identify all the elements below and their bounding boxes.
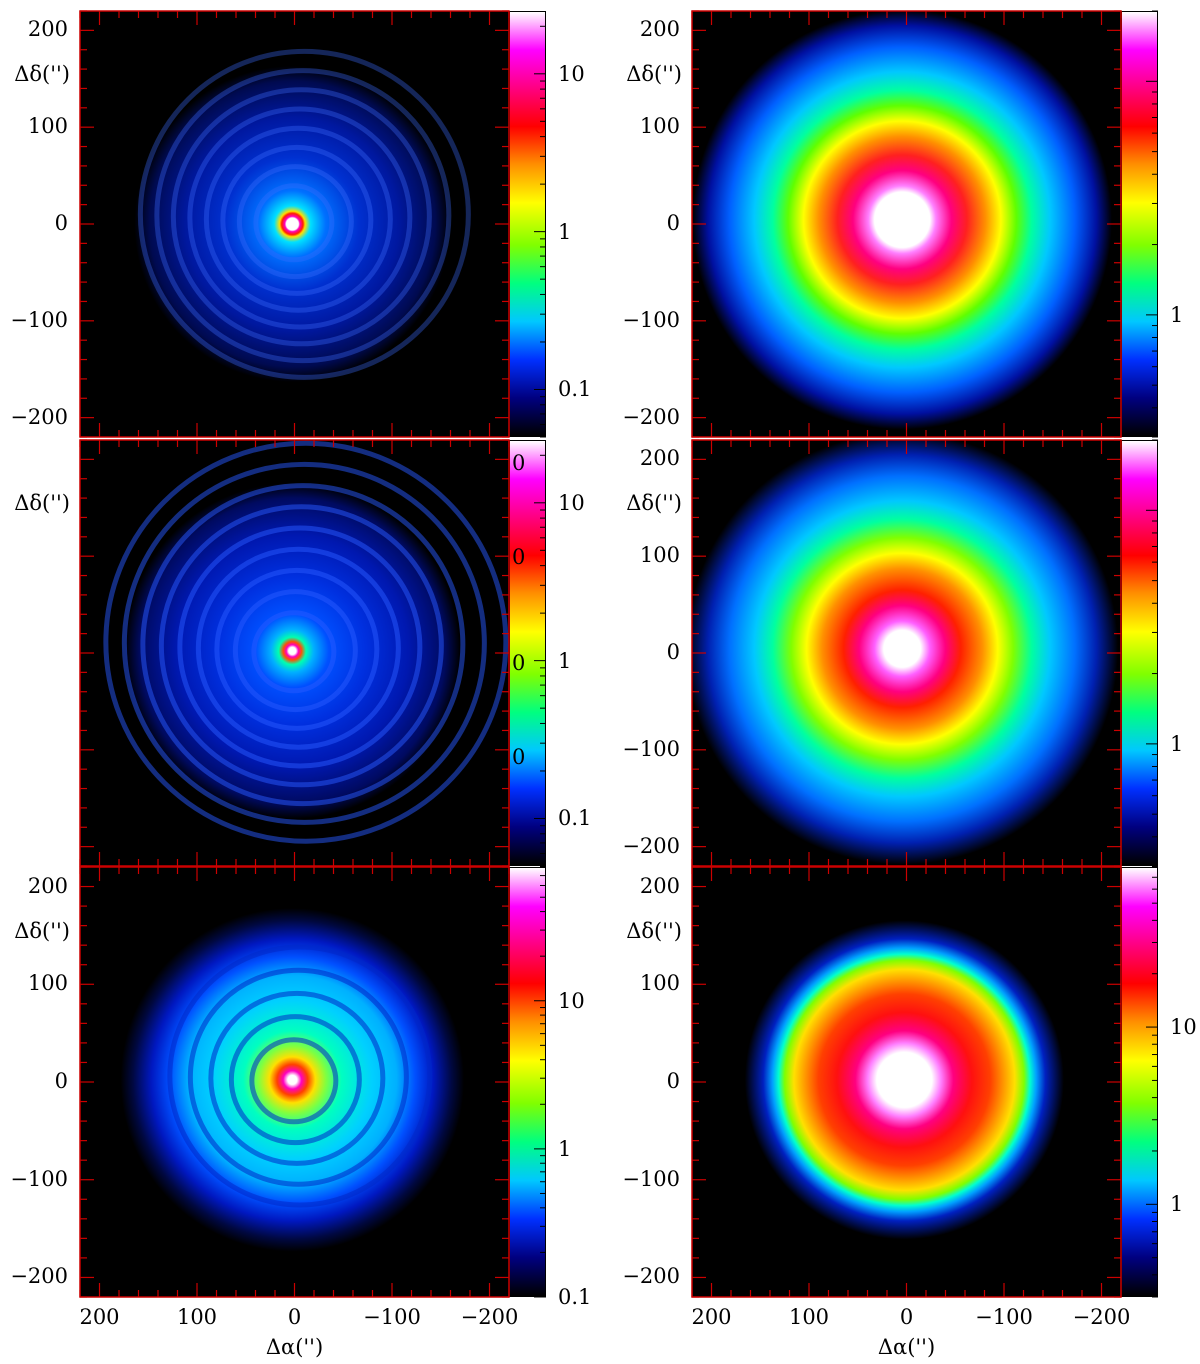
y-tick-label: 0 — [54, 1069, 68, 1093]
y-tick-label: 100 — [27, 971, 68, 996]
x-tick-label: 200 — [79, 1305, 120, 1329]
colorbar-tick-label: 1 — [1170, 731, 1184, 756]
y-tick-label: 200 — [639, 17, 680, 42]
y-tick-label: −100 — [10, 307, 68, 332]
spiral-ring — [140, 483, 466, 807]
heatmap-image-bottom-left — [80, 867, 509, 1297]
colorbar-bottom-right — [1121, 867, 1158, 1297]
x-axis-label: Δα('') — [877, 1335, 936, 1359]
x-tick-label: −100 — [975, 1305, 1033, 1329]
heatmap-image-top-right — [692, 11, 1121, 437]
spiral-ring — [220, 144, 374, 296]
y-tick-label: −200 — [622, 1264, 680, 1289]
spiral-ring — [103, 440, 509, 844]
colorbar-tick-label: 1 — [558, 219, 572, 244]
colorbar-top-left — [509, 11, 546, 437]
colorbar-tick-label: 1 — [558, 1136, 572, 1161]
x-tick-label: 0 — [899, 1305, 914, 1329]
y-tick-label: −100 — [622, 307, 680, 332]
colorbar-tick-label: 10 — [558, 61, 585, 86]
y-tick-label: 200 — [27, 873, 68, 898]
y-tick-label: −200 — [10, 1264, 68, 1289]
y-tick-label: −100 — [622, 736, 680, 761]
y-axis-label: Δδ('') — [626, 61, 682, 86]
x-tick-label: −100 — [363, 1305, 421, 1329]
overlapping-tick-label: 0 — [512, 450, 526, 475]
y-tick-label: 100 — [639, 114, 680, 139]
y-tick-label: 100 — [639, 971, 680, 996]
colorbar-top-right — [1121, 11, 1158, 437]
heatmap-image-middle-right — [692, 440, 1121, 866]
y-tick-label: −100 — [622, 1166, 680, 1191]
x-tick-label: 0 — [287, 1305, 302, 1329]
y-tick-label: 200 — [27, 17, 68, 42]
y-axis-label: Δδ('') — [14, 61, 70, 86]
y-tick-label: −200 — [622, 833, 680, 858]
colorbar-tick-label: 0.1 — [558, 377, 592, 402]
colorbar-tick-label: 0.1 — [558, 1285, 592, 1309]
heatmap-image-top-left — [80, 11, 509, 437]
spiral-ring — [253, 183, 335, 263]
x-axis-label: Δα('') — [265, 1335, 324, 1359]
y-tick-label: −100 — [10, 1166, 68, 1191]
x-tick-label: 200 — [691, 1305, 732, 1329]
colorbar-tick-label: 1 — [1170, 1192, 1184, 1217]
colorbar-tick-label: 1 — [558, 648, 572, 673]
overlapping-tick-label: 0 — [512, 651, 526, 675]
spiral-ring — [187, 967, 409, 1187]
y-axis-label: Δδ('') — [14, 918, 70, 943]
x-tick-label: 100 — [176, 1305, 218, 1329]
y-tick-label: −200 — [622, 404, 680, 429]
y-tick-label: 0 — [666, 1069, 680, 1093]
x-tick-label: −200 — [1072, 1305, 1131, 1329]
y-tick-label: 200 — [639, 446, 680, 471]
colorbar-middle-right — [1121, 440, 1158, 866]
colorbar-tick-label: 10 — [558, 988, 585, 1013]
spiral-ring — [195, 546, 401, 750]
x-tick-label: −200 — [460, 1305, 519, 1329]
y-axis-label: Δδ('') — [14, 490, 70, 515]
y-tick-label: 0 — [54, 211, 68, 235]
spiral-ring — [249, 1037, 339, 1125]
x-tick-label: 100 — [788, 1305, 830, 1329]
y-axis-label: Δδ('') — [626, 918, 682, 943]
y-tick-label: 100 — [27, 114, 68, 139]
heatmap-image-bottom-right — [692, 867, 1121, 1297]
y-tick-label: 100 — [639, 543, 680, 568]
spiral-ring — [251, 610, 337, 694]
y-tick-label: 200 — [639, 873, 680, 898]
y-tick-label: 0 — [666, 640, 680, 664]
colorbar-tick-label: 1 — [1170, 302, 1184, 327]
colorbar-tick-label: 0.1 — [558, 806, 592, 831]
heatmap-image-middle-left — [80, 440, 509, 866]
y-tick-label: −200 — [10, 404, 68, 429]
spiral-ring — [203, 125, 393, 313]
y-axis-label: Δδ('') — [626, 490, 682, 515]
colorbar-bottom-left — [509, 867, 546, 1297]
colorbar-tick-label: 10 — [558, 490, 585, 515]
y-tick-label: 0 — [666, 211, 680, 235]
overlapping-tick-label: 0 — [512, 744, 526, 769]
colorbar-tick-label: 10 — [1170, 1015, 1197, 1040]
spiral-ring — [154, 68, 452, 364]
overlapping-tick-label: 0 — [512, 544, 526, 569]
